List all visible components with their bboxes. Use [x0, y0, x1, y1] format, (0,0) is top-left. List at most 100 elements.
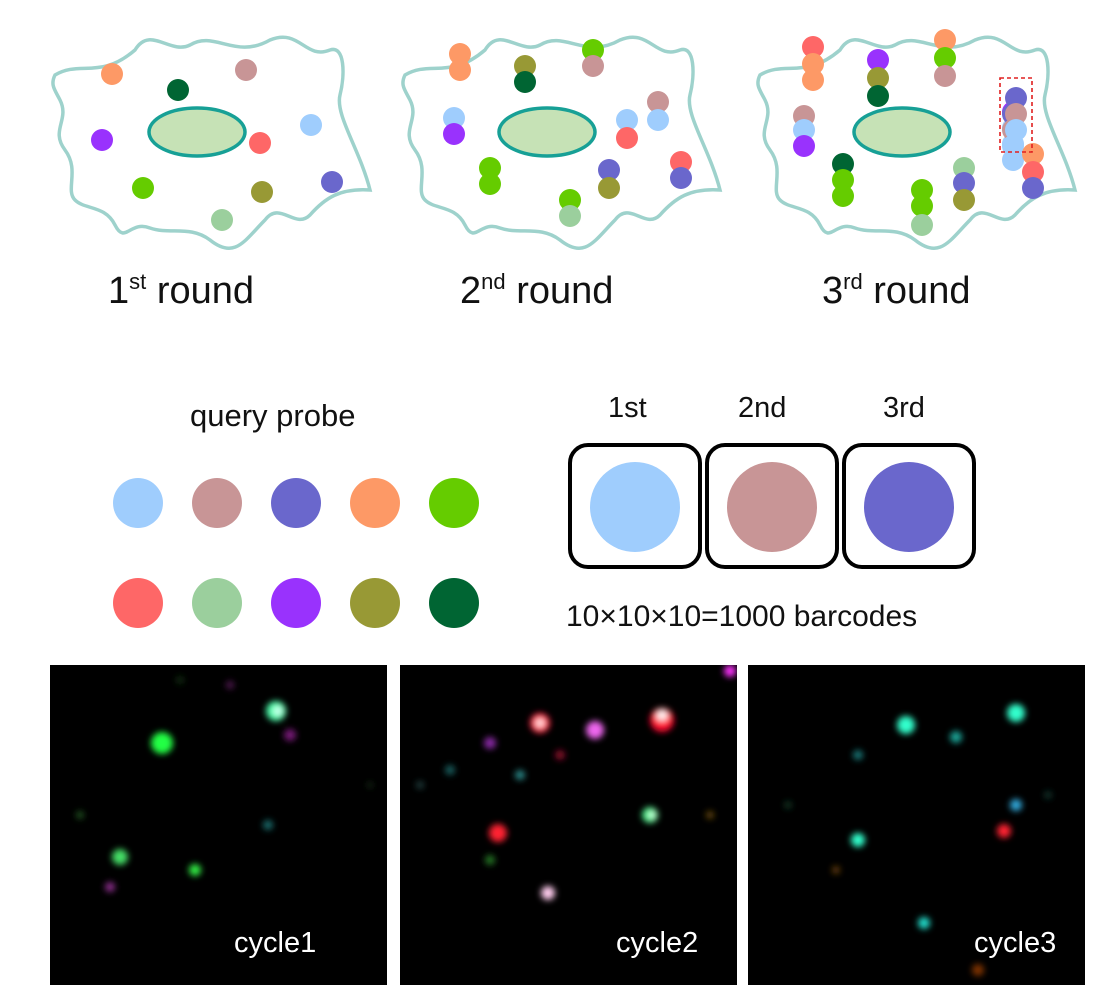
barcode-dot-2 — [727, 462, 817, 552]
fluorescent-spot — [226, 681, 234, 689]
fluorescent-spot — [541, 886, 555, 900]
round-2-label: 2nd round — [460, 269, 614, 312]
probe-dot — [167, 79, 189, 101]
probe-dot — [582, 39, 604, 61]
fluorescent-spot — [112, 849, 128, 865]
fluorescent-spot — [445, 765, 455, 775]
fluorescent-spot — [273, 706, 283, 716]
probe-dot — [559, 205, 581, 227]
fluorescent-spot — [997, 824, 1011, 838]
probe-dot — [832, 153, 854, 175]
probe-dot — [616, 127, 638, 149]
probe-dot — [443, 123, 465, 145]
query-probe-dot-3 — [271, 478, 321, 528]
probe-dot — [582, 55, 604, 77]
fluorescent-spot — [1010, 799, 1022, 811]
probe-dot — [559, 189, 581, 211]
probe-dot — [911, 195, 933, 217]
fluorescent-spot — [76, 811, 84, 819]
fluorescent-spot — [535, 718, 545, 728]
query-probe-dot-7 — [192, 578, 242, 628]
probe-dot — [934, 47, 956, 69]
probe-dot — [867, 49, 889, 71]
probe-dot — [832, 185, 854, 207]
round-3-label: 3rd round — [822, 269, 971, 312]
micrograph-cycle2: cycle2 — [400, 665, 737, 985]
fluorescent-spot — [284, 729, 296, 741]
probe-dot — [211, 209, 233, 231]
probe-dot — [235, 59, 257, 81]
probe-dot — [1022, 177, 1044, 199]
probe-dot — [793, 135, 815, 157]
fluorescent-spot — [586, 721, 604, 739]
probe-dot — [1022, 161, 1044, 183]
fluorescent-spot — [706, 811, 714, 819]
probe-dot — [132, 177, 154, 199]
query-probe-dot-4 — [350, 478, 400, 528]
cycle2-label: cycle2 — [616, 927, 699, 959]
query-probe-dot-1 — [113, 478, 163, 528]
probe-dot — [1005, 87, 1027, 109]
cell-nucleus — [497, 106, 597, 158]
probe-dot — [479, 157, 501, 179]
query-probe-dot-2 — [192, 478, 242, 528]
probe-dot — [911, 179, 933, 201]
fluorescent-spot — [105, 882, 115, 892]
fluorescent-spot — [784, 801, 792, 809]
probe-dot — [647, 91, 669, 113]
fluorescent-spot — [656, 709, 668, 721]
fluorescent-spot — [648, 811, 656, 819]
probe-dot — [1005, 119, 1027, 141]
highlight-box — [999, 77, 1033, 153]
fluorescent-spot — [1044, 791, 1052, 799]
cell-membrane — [756, 35, 1078, 251]
probe-dot — [911, 214, 933, 236]
query-probe-dot-9 — [350, 578, 400, 628]
fluorescent-spot — [832, 866, 840, 874]
query-probe-dot-10 — [429, 578, 479, 628]
probe-dot — [514, 71, 536, 93]
fluorescent-spot — [485, 855, 495, 865]
fluorescent-spots — [784, 704, 1052, 976]
cycle3-label: cycle3 — [974, 927, 1057, 959]
probe-dot — [514, 55, 536, 77]
barcode-dot-1 — [590, 462, 680, 552]
probe-dot — [1022, 143, 1044, 165]
fluorescent-spot — [1007, 704, 1025, 722]
probe-dot — [1005, 103, 1027, 125]
query-probe-dot-5 — [429, 478, 479, 528]
probe-dot — [802, 36, 824, 58]
fluorescent-spots — [416, 665, 736, 900]
probe-dot — [479, 173, 501, 195]
probe-dot — [953, 172, 975, 194]
cell-round-3 — [745, 20, 1085, 260]
micrograph-cycle1: cycle1 — [50, 665, 387, 985]
probe-dot — [598, 177, 620, 199]
cell-nucleus — [852, 106, 952, 158]
fluorescent-spot — [853, 750, 863, 760]
probe-dot — [934, 29, 956, 51]
probe-dot — [867, 67, 889, 89]
micrograph-cycle3: cycle3 — [748, 665, 1085, 985]
probe-dot — [802, 69, 824, 91]
fluorescent-spot — [489, 824, 507, 842]
fluorescent-spots — [76, 676, 373, 892]
probe-dot — [953, 189, 975, 211]
probe-dot — [832, 169, 854, 191]
cell-nucleus — [147, 106, 247, 158]
cell-round-2 — [390, 20, 730, 260]
fluorescent-spot — [918, 917, 930, 929]
fluorescent-spot — [950, 731, 962, 743]
fluorescent-spot — [189, 864, 201, 876]
fluorescent-spot — [176, 676, 184, 684]
barcode-dot-3 — [864, 462, 954, 552]
barcode-slot-label-1: 1st — [608, 392, 647, 424]
probe-dot — [101, 63, 123, 85]
query-probe-dot-6 — [113, 578, 163, 628]
probe-dot — [321, 171, 343, 193]
probe-dot — [251, 181, 273, 203]
cell-membrane — [401, 35, 723, 251]
probe-dot — [802, 53, 824, 75]
fluorescent-spot — [724, 665, 736, 677]
probe-dot — [647, 109, 669, 131]
